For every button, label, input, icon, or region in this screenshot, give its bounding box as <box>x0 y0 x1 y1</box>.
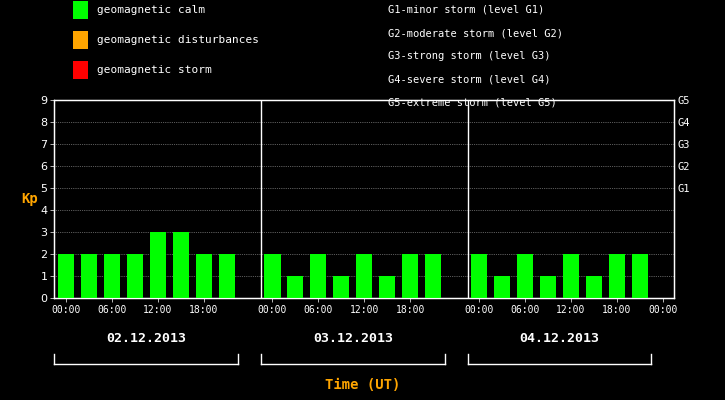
Text: G1-minor storm (level G1): G1-minor storm (level G1) <box>388 5 544 15</box>
Bar <box>149 232 166 298</box>
Bar <box>310 254 326 298</box>
Text: G4-severe storm (level G4): G4-severe storm (level G4) <box>388 74 550 85</box>
Y-axis label: Kp: Kp <box>21 192 38 206</box>
Bar <box>356 254 373 298</box>
Text: Time (UT): Time (UT) <box>325 378 400 392</box>
Bar <box>218 254 235 298</box>
Bar <box>631 254 648 298</box>
Bar <box>334 276 349 298</box>
Bar <box>540 276 556 298</box>
Bar <box>173 232 188 298</box>
Text: geomagnetic disturbances: geomagnetic disturbances <box>97 35 259 45</box>
Text: 03.12.2013: 03.12.2013 <box>312 332 393 344</box>
Bar <box>80 254 97 298</box>
Bar <box>471 254 487 298</box>
Bar <box>196 254 212 298</box>
Bar <box>127 254 143 298</box>
Bar <box>517 254 533 298</box>
Text: geomagnetic storm: geomagnetic storm <box>97 65 212 75</box>
Bar <box>287 276 304 298</box>
Text: geomagnetic calm: geomagnetic calm <box>97 5 205 15</box>
Bar <box>104 254 120 298</box>
Bar <box>494 276 510 298</box>
Bar <box>563 254 579 298</box>
Text: G3-strong storm (level G3): G3-strong storm (level G3) <box>388 51 550 61</box>
Text: 02.12.2013: 02.12.2013 <box>106 332 186 344</box>
Bar <box>58 254 74 298</box>
Text: G2-moderate storm (level G2): G2-moderate storm (level G2) <box>388 28 563 38</box>
Bar <box>425 254 442 298</box>
Text: G5-extreme storm (level G5): G5-extreme storm (level G5) <box>388 98 557 108</box>
Bar <box>609 254 625 298</box>
Bar <box>265 254 281 298</box>
Text: 04.12.2013: 04.12.2013 <box>519 332 600 344</box>
Bar <box>379 276 395 298</box>
Bar <box>402 254 418 298</box>
Bar <box>586 276 602 298</box>
